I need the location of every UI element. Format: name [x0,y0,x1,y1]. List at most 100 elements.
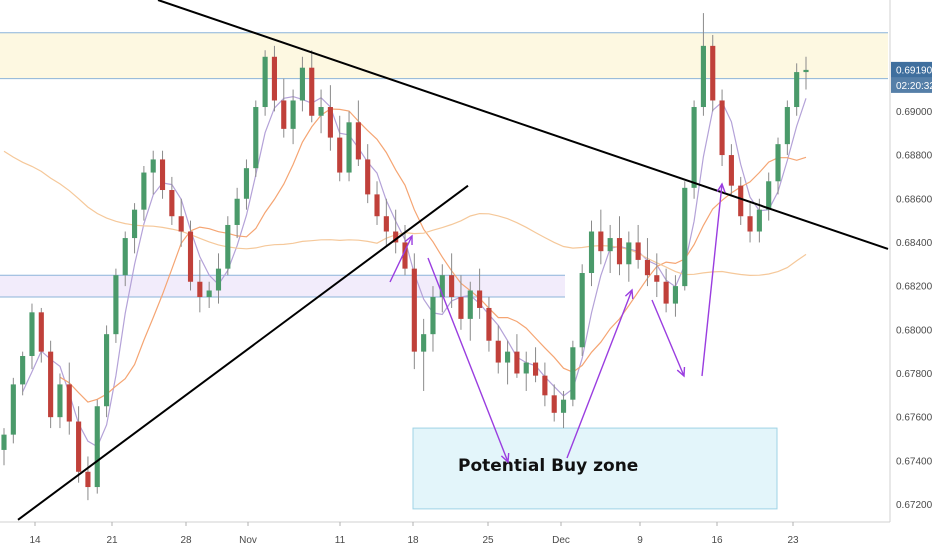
candle [169,176,175,225]
candle [514,334,520,378]
candle-body [206,290,212,298]
time-tick-label: 18 [407,535,419,546]
candle [271,45,278,112]
candle-body [682,187,688,287]
price-bands [0,32,888,298]
countdown-label: 02:20:32 [896,81,932,92]
candle-body [654,275,660,282]
candle [215,253,222,304]
projection-arrows [389,182,726,464]
candle-body [10,384,16,435]
candle-body [700,45,706,108]
candle-body [38,312,44,352]
time-tick-label: 16 [711,535,723,546]
price-tick-label: 0.67800 [896,369,932,380]
candle [607,224,613,274]
time-tick-label: 9 [637,535,643,546]
arrow-3-line [566,289,633,459]
candle [1,428,7,466]
candle [337,115,343,182]
candle [747,203,753,243]
candle [635,224,641,269]
candle-body [728,155,734,186]
candle-body [122,238,128,276]
candle-body [458,297,464,319]
candle [234,187,240,239]
candle-body [672,286,679,304]
candle [383,198,389,247]
candle-body [775,144,781,182]
candle-body [318,107,324,116]
arrow-3 [566,288,634,459]
candle-body [20,356,26,385]
candle [738,176,744,225]
candle-body [551,395,557,413]
candle-body [337,137,343,173]
time-tick-label: 14 [29,535,41,546]
time-tick-label: Dec [552,535,570,546]
candle-body [710,45,716,101]
candle [290,89,296,145]
candle [672,275,679,317]
candle [421,318,427,391]
candle [48,340,54,429]
candle [495,325,501,374]
candle-body [663,281,669,304]
candle-body [803,69,809,73]
candle [411,253,417,370]
candle [281,78,287,138]
candle [477,268,483,319]
candle-body [505,351,511,363]
candle-body [76,421,82,472]
candle-body [588,231,595,274]
candle [794,63,800,116]
candle-body [57,384,63,418]
resistance-band [0,32,888,79]
candle [710,34,716,112]
candle [346,111,352,182]
candle [141,165,147,221]
time-tick-label: 28 [180,535,192,546]
candle-body [253,107,259,169]
candle-body [66,384,72,422]
candle [253,100,259,177]
candle [803,56,809,90]
candle-body [644,259,651,276]
candle [66,362,72,435]
buy-zone-label: Potential Buy zone [458,456,638,476]
candle-body [290,100,296,129]
candle-body [784,107,790,145]
candle [262,50,268,116]
candle-body [747,216,753,232]
arrow-5 [701,182,726,377]
candle-body [495,340,501,363]
arrow-3-head [624,288,634,300]
candle [85,456,91,501]
candle [449,253,455,308]
buy-zone-rect [412,427,778,510]
candle [570,340,576,407]
candles [1,13,809,501]
candle [178,198,184,247]
candle [542,362,548,407]
price-tick-label: 0.67400 [896,456,932,467]
candle-body [197,281,203,298]
candle [150,150,156,195]
candle-body [94,406,100,488]
support-band [0,275,565,298]
candle-body [281,100,287,129]
candle-body [29,312,35,357]
candle-body [719,100,725,156]
candle-body [299,67,305,101]
candle-body [430,297,436,335]
candle-body [159,159,166,191]
candle [728,144,734,195]
candle [626,231,632,282]
candle [243,159,250,210]
candle-body [104,334,110,407]
candle-body [150,159,156,173]
price-tick-label: 0.67200 [896,500,932,511]
buy-zone: Potential Buy zone [412,427,778,510]
candle [38,307,44,363]
